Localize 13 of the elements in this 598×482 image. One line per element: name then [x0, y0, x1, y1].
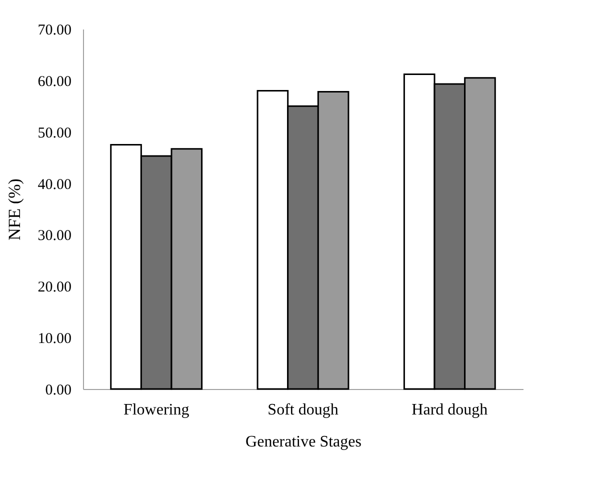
y-tick-label: 50.00: [38, 125, 72, 142]
x-axis-title: Generative Stages: [246, 434, 362, 450]
y-tick-label: 10.00: [38, 331, 72, 348]
y-tick-label: 20.00: [38, 280, 72, 296]
y-tick-label: 70.00: [38, 22, 72, 38]
y-tick-label: 40.00: [38, 176, 72, 193]
y-tick-label: 0.00: [45, 382, 72, 398]
x-tick-label: Hard dough: [412, 402, 488, 418]
y-tick-label: 60.00: [38, 74, 72, 90]
x-tick-label: Flowering: [123, 402, 190, 418]
y-tick-label: 30.00: [38, 228, 72, 244]
y-axis-title: NFE (%): [4, 178, 24, 240]
x-tick-label: Soft dough: [268, 402, 338, 418]
